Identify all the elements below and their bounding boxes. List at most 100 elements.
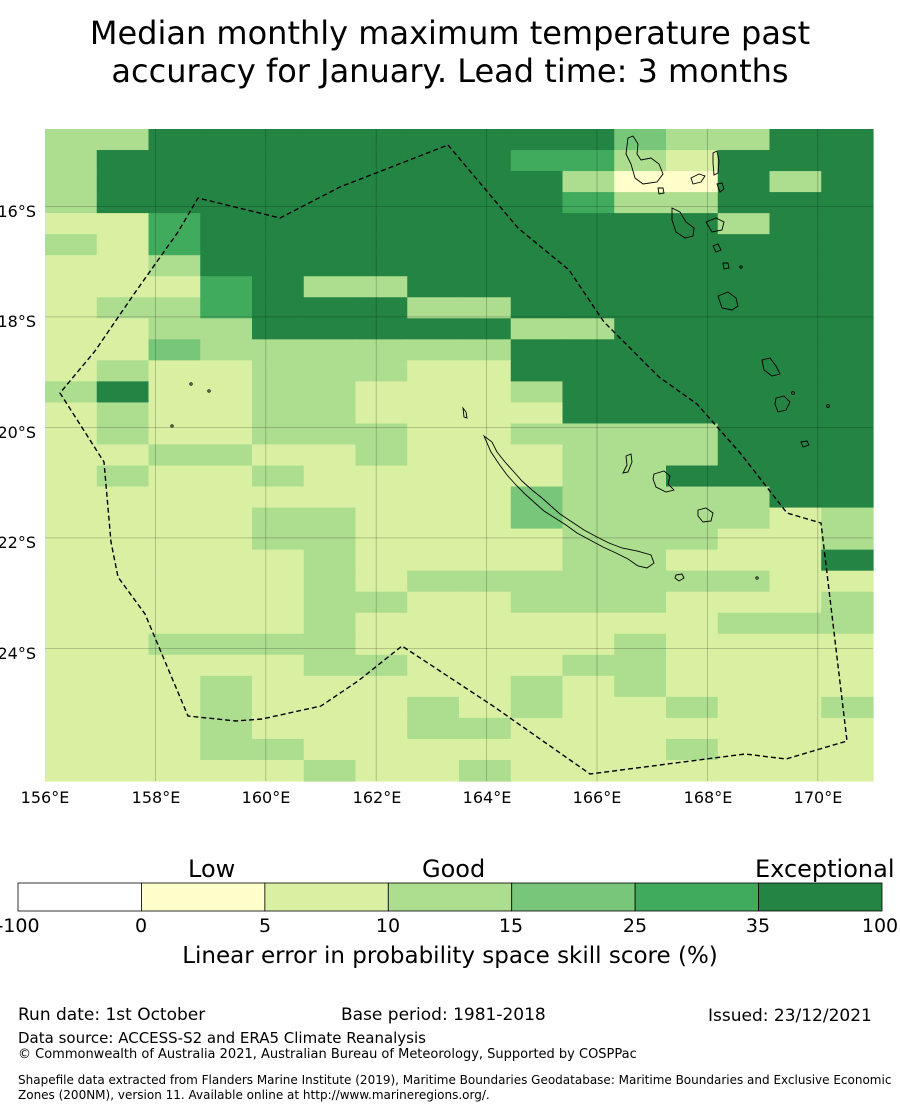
copyright-notice: © Commonwealth of Australia 2021, Austra… [18, 1047, 637, 1062]
grid-cell [45, 507, 98, 530]
grid-cell [355, 654, 408, 677]
grid-cell [355, 234, 408, 256]
grid-cell [148, 381, 201, 404]
grid-cell [200, 381, 253, 404]
grid-cell [769, 570, 822, 593]
grid-cell [459, 549, 512, 572]
grid-cell [717, 213, 771, 235]
grid-cell [769, 444, 822, 467]
grid-cell [96, 654, 150, 677]
grid-cell [459, 738, 512, 761]
loyalty-islands-ouvea [622, 453, 633, 474]
grid-cell [769, 654, 822, 677]
grid-cell [200, 255, 253, 277]
grid-cell [821, 675, 874, 698]
grid-cell [459, 255, 512, 277]
grid-cell [45, 276, 98, 298]
grid-cell [459, 171, 512, 193]
grid-cell [200, 528, 253, 551]
grid-cell [96, 129, 150, 151]
grid-cell [769, 528, 822, 551]
legend-tick-5: 5 [259, 915, 271, 937]
grid-cell [510, 444, 564, 467]
grid-cell [459, 612, 512, 635]
grid-cell [252, 129, 305, 151]
grid-cell [562, 507, 615, 530]
grid-cell [510, 717, 564, 740]
grid-cell [407, 276, 460, 298]
grid-cell [821, 213, 874, 235]
grid-cell [821, 402, 874, 425]
grid-cell [459, 129, 512, 151]
grid-cell [821, 192, 874, 214]
grid-cell [148, 318, 201, 340]
grid-cell [614, 528, 667, 551]
grid-cell [45, 444, 98, 467]
grid-cell [252, 444, 305, 467]
islet-c [170, 424, 174, 428]
grid-cell [459, 570, 512, 593]
grid-cell [45, 213, 98, 235]
grid-cell [562, 444, 615, 467]
grid-cell [459, 339, 512, 361]
vanuatu-island-c [716, 182, 725, 193]
grid-cell [562, 192, 615, 214]
grid-cell [148, 465, 201, 488]
grid-cell [96, 360, 150, 382]
grid-cell [407, 423, 460, 446]
efate-coastline [705, 217, 725, 233]
grid-cell [510, 381, 564, 404]
grid-cell [821, 570, 874, 593]
grid-cell [614, 150, 667, 172]
grid-cell [614, 234, 667, 256]
lon-label-162e: 162°E [353, 788, 402, 807]
grid-cell [355, 612, 408, 635]
legend-caption: Linear error in probability space skill … [182, 943, 718, 969]
grid-cell [407, 318, 460, 340]
grid-cell [407, 633, 460, 656]
lat-label-24s: 24°S [0, 644, 36, 663]
grid-cell [252, 570, 305, 593]
grid-cell [148, 129, 201, 151]
grid-cell [666, 696, 719, 719]
grid-cell [562, 612, 615, 635]
grid-cell [821, 654, 874, 677]
grid-cell [303, 360, 357, 382]
grid-cell [459, 423, 512, 446]
grid-cell [96, 276, 150, 298]
grid-cell [252, 360, 305, 382]
grid-cell [459, 276, 512, 298]
grid-cell [96, 738, 150, 761]
grid-cell [459, 402, 512, 425]
malakula-coastline [671, 207, 695, 239]
grid-cell [200, 276, 253, 298]
grid-cell [355, 360, 408, 382]
grid-cell [252, 381, 305, 404]
grid-cell [96, 255, 150, 277]
grid-cell [614, 192, 667, 214]
grid-cell [459, 381, 512, 404]
grid-cell [200, 612, 253, 635]
legend-category-good: Good [422, 855, 486, 883]
grid-cell [148, 738, 201, 761]
grid-cell [200, 234, 253, 256]
grid-cell [459, 150, 512, 172]
grid-cell [303, 234, 357, 256]
grid-cell [562, 717, 615, 740]
grid-cell [45, 171, 98, 193]
grid-cell [148, 696, 201, 719]
grid-cell [45, 129, 98, 151]
grid-cell [148, 234, 201, 256]
grid-cell [562, 654, 615, 677]
loyalty-islands-lifou [652, 470, 675, 493]
grid-cell [355, 444, 408, 467]
grid-cell [96, 465, 150, 488]
grid-cell [821, 507, 874, 530]
grid-cell [614, 339, 667, 361]
grid-cell [717, 612, 771, 635]
grid-cell [614, 213, 667, 235]
grid-cell [769, 276, 822, 298]
grid-cell [769, 402, 822, 425]
grid-cell [459, 675, 512, 698]
grid-cell [666, 402, 719, 425]
